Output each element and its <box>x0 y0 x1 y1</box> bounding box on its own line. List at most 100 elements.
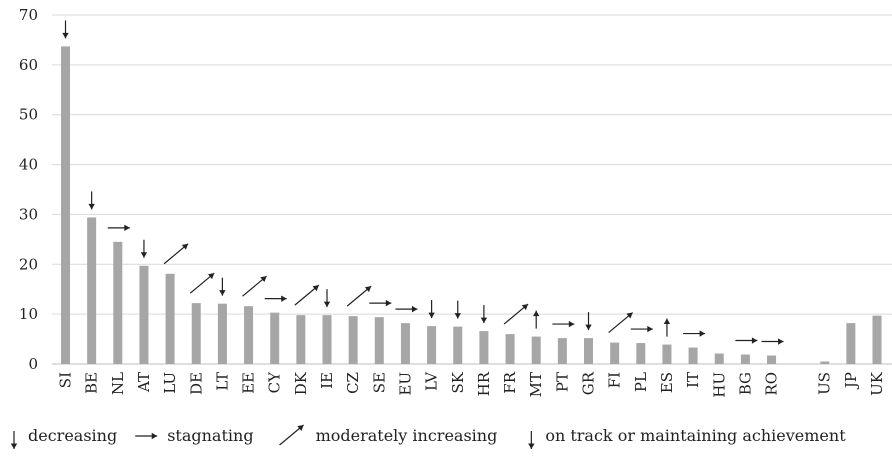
x-tick-label: JP <box>842 372 860 390</box>
y-tick-label: 60 <box>19 56 38 74</box>
x-axis: SI BE NL AT LU DE LT EE CY DK IE CZ SE EU LV SK HR FR MT PT… <box>57 371 887 398</box>
x-tick-label: BG <box>736 372 754 395</box>
trend-arrow-lv <box>428 300 435 319</box>
trend-arrow-pl <box>630 325 653 333</box>
bar-it <box>688 347 698 364</box>
trend-arrow-bg <box>735 337 758 344</box>
trend-arrow-ee <box>242 275 267 297</box>
x-tick-label: AT <box>135 372 153 393</box>
trend-arrow-dk <box>294 284 320 306</box>
bar-jp <box>846 323 856 364</box>
x-tick-label: SK <box>449 371 467 393</box>
trend-arrow-se <box>369 299 392 307</box>
trend-arrow-fi <box>608 312 634 334</box>
arrow-right-icon <box>135 432 158 440</box>
bar-hr <box>479 331 489 364</box>
x-tick-label: DK <box>292 371 310 395</box>
x-tick-label: PT <box>553 372 571 392</box>
trend-arrow-eu <box>395 305 418 313</box>
legend-item: stagnating <box>135 426 254 445</box>
x-tick-label: SI <box>57 372 75 388</box>
trend-arrow-ro <box>761 338 784 345</box>
y-tick-label: 70 <box>19 6 38 24</box>
trend-arrow-de <box>189 272 215 294</box>
bar-es <box>662 344 672 364</box>
trend-arrow-hr <box>480 305 488 324</box>
trend-arrow-lt <box>219 277 226 296</box>
trend-arrow-es <box>663 318 671 337</box>
trend-arrow-si <box>62 20 69 39</box>
bar-eu <box>400 323 410 364</box>
bar-sk <box>453 326 463 364</box>
x-tick-label: PL <box>632 372 650 392</box>
legend-item: moderately increasing <box>279 424 498 446</box>
bar-us <box>820 361 830 364</box>
bar-ro <box>767 355 777 364</box>
bar-dk <box>296 315 306 364</box>
x-tick-label: BE <box>83 372 101 394</box>
trend-arrow-at <box>140 239 148 258</box>
x-tick-label: NL <box>109 372 127 395</box>
x-tick-label: ES <box>658 372 676 393</box>
legend-label: stagnating <box>167 426 253 445</box>
x-tick-label: EU <box>396 372 414 396</box>
x-tick-label: HR <box>475 371 493 396</box>
trend-arrow-cz <box>346 285 372 307</box>
x-tick-label: EE <box>240 372 258 394</box>
x-tick-label: LT <box>213 372 231 391</box>
x-tick-label: HU <box>710 372 728 398</box>
x-tick-label: DE <box>187 372 205 395</box>
x-tick-label: GR <box>580 371 598 395</box>
trend-arrow-it <box>683 330 706 337</box>
y-tick-label: 30 <box>19 205 38 223</box>
bar-lu <box>165 273 175 364</box>
legend-item: decreasing <box>10 426 117 449</box>
trend-arrow-fr <box>503 303 529 325</box>
bar-fi <box>610 342 620 364</box>
bar-pl <box>636 343 646 364</box>
trend-arrow-ie <box>323 289 331 308</box>
trend-arrow-gr <box>585 312 592 331</box>
bar-cz <box>348 316 358 364</box>
x-tick-label: CY <box>266 371 284 393</box>
legend-label: moderately increasing <box>316 426 498 445</box>
gridlines <box>52 14 892 365</box>
x-tick-label: FI <box>606 372 624 388</box>
bars <box>61 46 882 364</box>
x-tick-label: UK <box>868 371 886 396</box>
legend-label: decreasing <box>28 426 117 445</box>
trend-arrow-be <box>88 191 95 210</box>
bar-hu <box>714 353 724 364</box>
bar-fr <box>505 334 515 364</box>
legend: decreasing stagnating moderately increasin… <box>10 424 846 449</box>
x-tick-label: CZ <box>344 372 362 394</box>
x-tick-label: MT <box>527 372 545 397</box>
bar-lv <box>427 326 437 364</box>
bar-lt <box>217 303 227 364</box>
trend-arrows <box>62 20 784 345</box>
trend-arrow-cy <box>264 295 287 302</box>
bar-mt <box>531 336 541 364</box>
bar-ie <box>322 315 332 364</box>
bar-gr <box>584 338 593 364</box>
y-tick-label: 10 <box>19 305 38 323</box>
x-tick-label: RO <box>763 372 781 396</box>
trend-arrow-nl <box>107 224 130 232</box>
x-tick-label: LU <box>161 372 179 394</box>
y-tick-label: 20 <box>19 255 38 273</box>
bar-pt <box>557 338 567 364</box>
y-tick-label: 40 <box>19 156 38 174</box>
bar-se <box>374 317 384 364</box>
bar-nl <box>113 241 123 364</box>
legend-item: on track or maintaining achievement <box>528 426 846 449</box>
arrow-down-icon <box>10 431 18 449</box>
bar-de <box>191 303 201 364</box>
bar-uk <box>872 315 882 364</box>
x-tick-label: SE <box>370 372 388 393</box>
y-tick-label: 0 <box>28 355 38 373</box>
x-tick-label: US <box>816 372 834 395</box>
y-tick-label: 50 <box>19 106 38 124</box>
bar-cy <box>270 312 280 364</box>
bar-at <box>139 265 149 364</box>
